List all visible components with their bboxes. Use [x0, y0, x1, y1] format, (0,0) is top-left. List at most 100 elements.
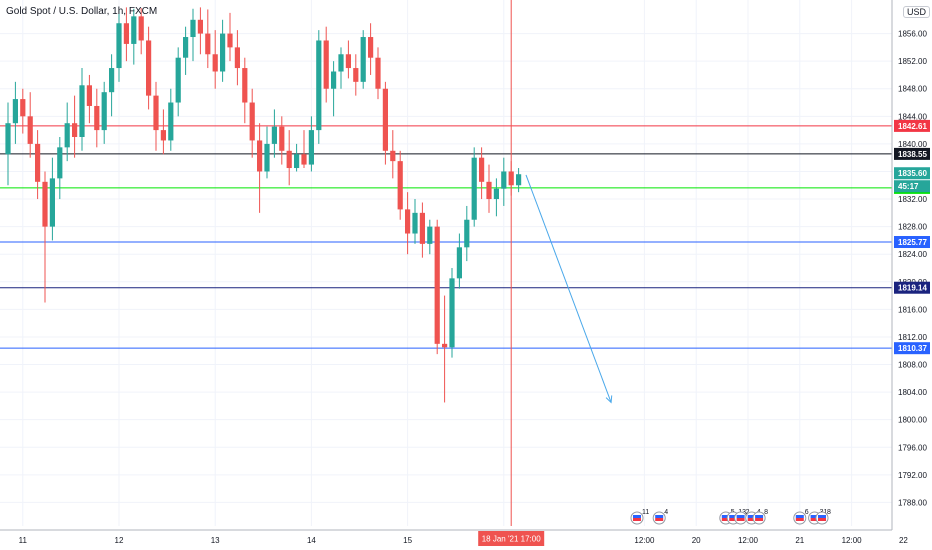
- x-tick-label: 21: [795, 536, 804, 545]
- flag-stripe-blue: [633, 515, 641, 518]
- x-tick-label: 22: [899, 536, 908, 545]
- candle-body: [353, 68, 359, 82]
- candle-body: [20, 99, 26, 117]
- candle-body: [35, 143, 41, 182]
- candle-body: [160, 130, 166, 141]
- y-tick-label: 1808.00: [898, 361, 927, 370]
- price-axis[interactable]: 1788.00 1792.00 1796.00 1800.00 1804.00 1808.…: [891, 0, 932, 550]
- flag-stripe-blue: [736, 515, 745, 518]
- candle-body: [212, 54, 218, 72]
- candle-body: [493, 188, 499, 200]
- y-tick-label: 1824.00: [898, 250, 927, 259]
- candle-body: [471, 157, 477, 220]
- event-count: 8: [764, 509, 768, 516]
- flag-stripe-red: [747, 518, 756, 521]
- candle-body: [464, 219, 470, 248]
- candle-body: [486, 181, 492, 200]
- hline-resistance-1842-label: 1842.61: [898, 122, 927, 131]
- candle-body: [234, 47, 240, 69]
- candle-body: [405, 209, 411, 234]
- event-count: 11: [642, 509, 649, 516]
- candle-body: [308, 130, 314, 165]
- candle-body: [316, 40, 322, 131]
- candle-body: [501, 171, 507, 189]
- x-tick-label: 14: [307, 536, 316, 545]
- candle-body: [205, 33, 211, 55]
- flag-stripe-blue: [795, 515, 804, 518]
- x-tick-label: 12:00: [842, 536, 863, 545]
- candle-body: [146, 40, 152, 96]
- candle-body: [116, 23, 122, 69]
- currency-badge[interactable]: USD: [903, 6, 931, 18]
- candle-body: [479, 157, 485, 182]
- y-tick-label: 1840.00: [898, 140, 927, 149]
- candle-body: [131, 16, 137, 44]
- flag-stripe-blue: [721, 515, 730, 518]
- candle-body: [442, 343, 448, 348]
- candle-body: [397, 161, 403, 210]
- candle-body: [368, 37, 374, 58]
- hline-level-1838-badge: [894, 147, 930, 160]
- economic-event-icon[interactable]: 6: [793, 509, 809, 525]
- y-tick-label: 1828.00: [898, 223, 927, 232]
- candle-body: [49, 178, 55, 227]
- candle-body: [220, 33, 226, 72]
- crosshair-time-label: 18 Jan '21 17:00: [482, 535, 541, 544]
- y-tick-label: 1804.00: [898, 388, 927, 397]
- candle-body: [338, 54, 344, 72]
- economic-event-icon[interactable]: 2: [734, 509, 750, 525]
- candle-body: [323, 40, 329, 89]
- y-tick-label: 1844.00: [898, 112, 927, 121]
- economic-event-icon[interactable]: 8: [815, 509, 831, 525]
- candle-body: [516, 174, 522, 186]
- forecast-arrow[interactable]: [525, 174, 613, 404]
- flag-stripe-red: [655, 518, 664, 521]
- candle-body: [168, 102, 174, 141]
- y-tick-label: 1812.00: [898, 333, 927, 342]
- x-tick-label: 13: [211, 536, 220, 545]
- event-count: 4: [664, 509, 668, 516]
- bar-countdown-badge: [894, 180, 930, 193]
- candle-body: [123, 23, 129, 44]
- x-tick-label: 11: [19, 536, 28, 545]
- candle-body: [264, 143, 270, 172]
- flag-stripe-blue: [729, 515, 738, 518]
- hline-support-1810-badge: [894, 342, 930, 355]
- forecast-arrow-line[interactable]: [525, 174, 612, 403]
- flag-stripe-blue: [747, 515, 756, 518]
- flag-stripe-red: [810, 518, 819, 521]
- y-tick-label: 1816.00: [898, 305, 927, 314]
- flag-stripe-blue: [810, 515, 819, 518]
- flag-stripe-red: [633, 518, 641, 521]
- candle-body: [345, 54, 351, 69]
- candle-body: [42, 181, 48, 227]
- economic-events[interactable]: 1145132486318: [630, 509, 831, 525]
- event-count: 8: [827, 509, 831, 516]
- hline-resistance-1842-badge: [894, 119, 930, 132]
- last-price-badge: [894, 167, 930, 180]
- candle-body: [242, 68, 248, 103]
- y-tick-label: 1788.00: [898, 498, 927, 507]
- event-count: 6: [805, 509, 809, 516]
- candle-body: [271, 126, 277, 144]
- candle-body: [64, 123, 70, 148]
- hline-level-1838-label: 1838.55: [898, 150, 927, 159]
- horizontal-levels[interactable]: [0, 125, 892, 349]
- symbol-title: Gold Spot / U.S. Dollar, 1h, FXCM: [6, 6, 158, 17]
- candle-body: [79, 85, 85, 137]
- time-axis-bg: [0, 530, 892, 550]
- economic-event-icon[interactable]: 8: [752, 509, 768, 525]
- candle-body: [101, 92, 107, 131]
- economic-event-icon[interactable]: 4: [652, 509, 668, 525]
- hline-support-1819-label: 1819.14: [898, 284, 927, 293]
- x-tick-label: 12:00: [738, 536, 759, 545]
- candle-body: [449, 278, 455, 348]
- candle-body: [419, 212, 425, 244]
- candle-body: [57, 147, 63, 179]
- economic-event-icon[interactable]: 11: [630, 509, 649, 525]
- candle-body: [412, 212, 418, 234]
- flag-stripe-red: [818, 518, 826, 521]
- candle-body: [331, 71, 337, 89]
